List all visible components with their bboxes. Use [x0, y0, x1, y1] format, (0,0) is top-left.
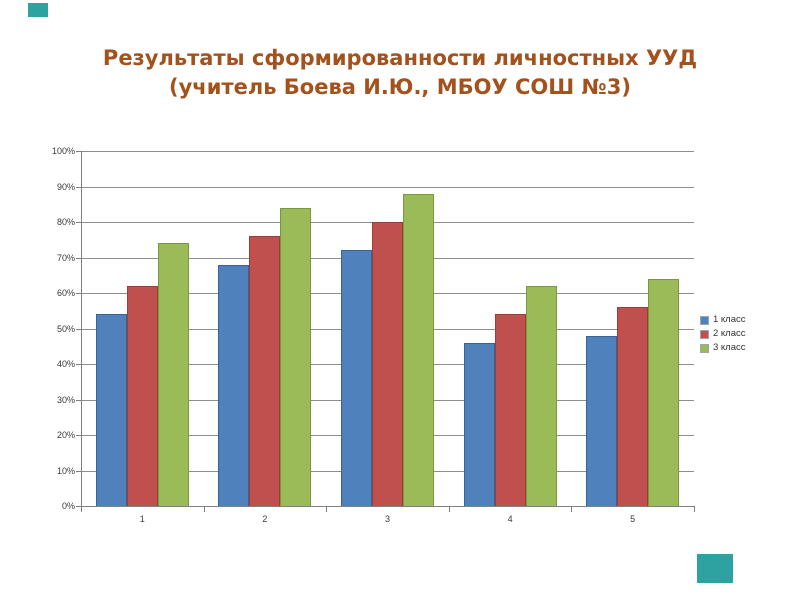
bar-1-класс-cat5: [586, 336, 618, 506]
bar-2-класс-cat1: [126, 286, 158, 506]
y-axis-label: 70%: [56, 252, 75, 263]
y-axis-tick: [76, 186, 81, 188]
bar-2-класс-cat3: [371, 222, 403, 506]
y-axis-tick: [76, 328, 81, 330]
bar-3-класс-cat2: [280, 208, 312, 506]
bar-1-класс-cat4: [463, 343, 495, 506]
y-axis-label: 80%: [56, 217, 75, 227]
y-axis-line: [81, 151, 82, 507]
bar-group-3: [326, 151, 449, 506]
x-axis-label: 4: [507, 514, 513, 524]
y-axis-label: 30%: [56, 394, 75, 405]
x-axis-tick: [694, 506, 695, 512]
gridline-100: [81, 151, 694, 152]
y-axis-tick: [76, 151, 81, 152]
legend-color-swatch: [700, 315, 709, 325]
decor-rect-top-left: [28, 3, 48, 17]
legend-color-swatch: [700, 329, 709, 339]
bar-3-класс-cat4: [525, 286, 557, 506]
chart-legend: 1 класс 2 класс 3 класс: [700, 315, 746, 353]
bar-1-класс-cat2: [218, 265, 250, 506]
y-axis-tick: [76, 435, 81, 436]
bar-1-класс-cat1: [95, 314, 127, 506]
legend-label: 2 класс: [713, 328, 746, 339]
bar-2-класс-cat4: [494, 314, 526, 506]
bar-group-5: [571, 151, 694, 506]
y-axis-label: 40%: [56, 359, 75, 369]
gridline-90: [81, 186, 694, 188]
x-axis-tick: [326, 506, 328, 512]
y-axis-label: 90%: [56, 181, 75, 192]
x-axis-label: 5: [630, 514, 636, 524]
bar-3-класс-cat3: [402, 194, 434, 506]
bar-3-класс-cat5: [648, 279, 680, 506]
legend-item: 3 класс: [700, 343, 746, 353]
x-axis-tick: [81, 506, 82, 512]
x-axis-label: 1: [139, 514, 145, 524]
x-axis-tick: [571, 506, 573, 512]
bar-group-2: [204, 151, 327, 506]
y-axis-label: 60%: [56, 288, 75, 298]
y-axis-tick: [76, 364, 81, 365]
bar-group-4: [449, 151, 572, 506]
y-axis-label: 50%: [56, 323, 75, 334]
y-axis-tick: [76, 506, 81, 507]
legend-color-swatch: [700, 343, 709, 353]
y-axis-tick: [76, 257, 81, 259]
legend-label: 3 класс: [713, 342, 746, 353]
x-axis-line: [81, 506, 695, 507]
bar-1-класс-cat3: [340, 250, 372, 506]
legend-label: 1 класс: [713, 314, 746, 325]
bar-group-1: [81, 151, 204, 506]
y-axis-tick: [76, 293, 81, 294]
bar-3-класс-cat1: [157, 243, 189, 506]
slide-title-line1: Результаты сформированности личностных У…: [102, 46, 698, 70]
legend-item: 2 класс: [700, 329, 746, 339]
x-axis-tick: [203, 506, 205, 512]
y-axis-label: 10%: [56, 465, 75, 476]
y-axis-label: 0%: [61, 501, 75, 511]
y-axis-label: 20%: [56, 430, 75, 440]
bar-2-класс-cat2: [249, 236, 281, 506]
slide-title-line2: (учитель Боева И.Ю., МБОУ СОШ №3): [169, 75, 631, 99]
decor-rect-bottom-right: [697, 554, 733, 583]
y-axis-label: 100%: [51, 146, 75, 156]
x-axis-label: 3: [384, 514, 390, 524]
y-axis-tick: [76, 222, 81, 223]
x-axis-label: 2: [262, 514, 268, 524]
y-axis-tick: [76, 470, 81, 472]
y-axis-tick: [76, 399, 81, 401]
slide-title: Результаты сформированности личностных У…: [0, 44, 800, 102]
legend-item: 1 класс: [700, 315, 746, 325]
x-axis-tick: [448, 506, 450, 512]
bar-2-класс-cat5: [617, 307, 649, 506]
